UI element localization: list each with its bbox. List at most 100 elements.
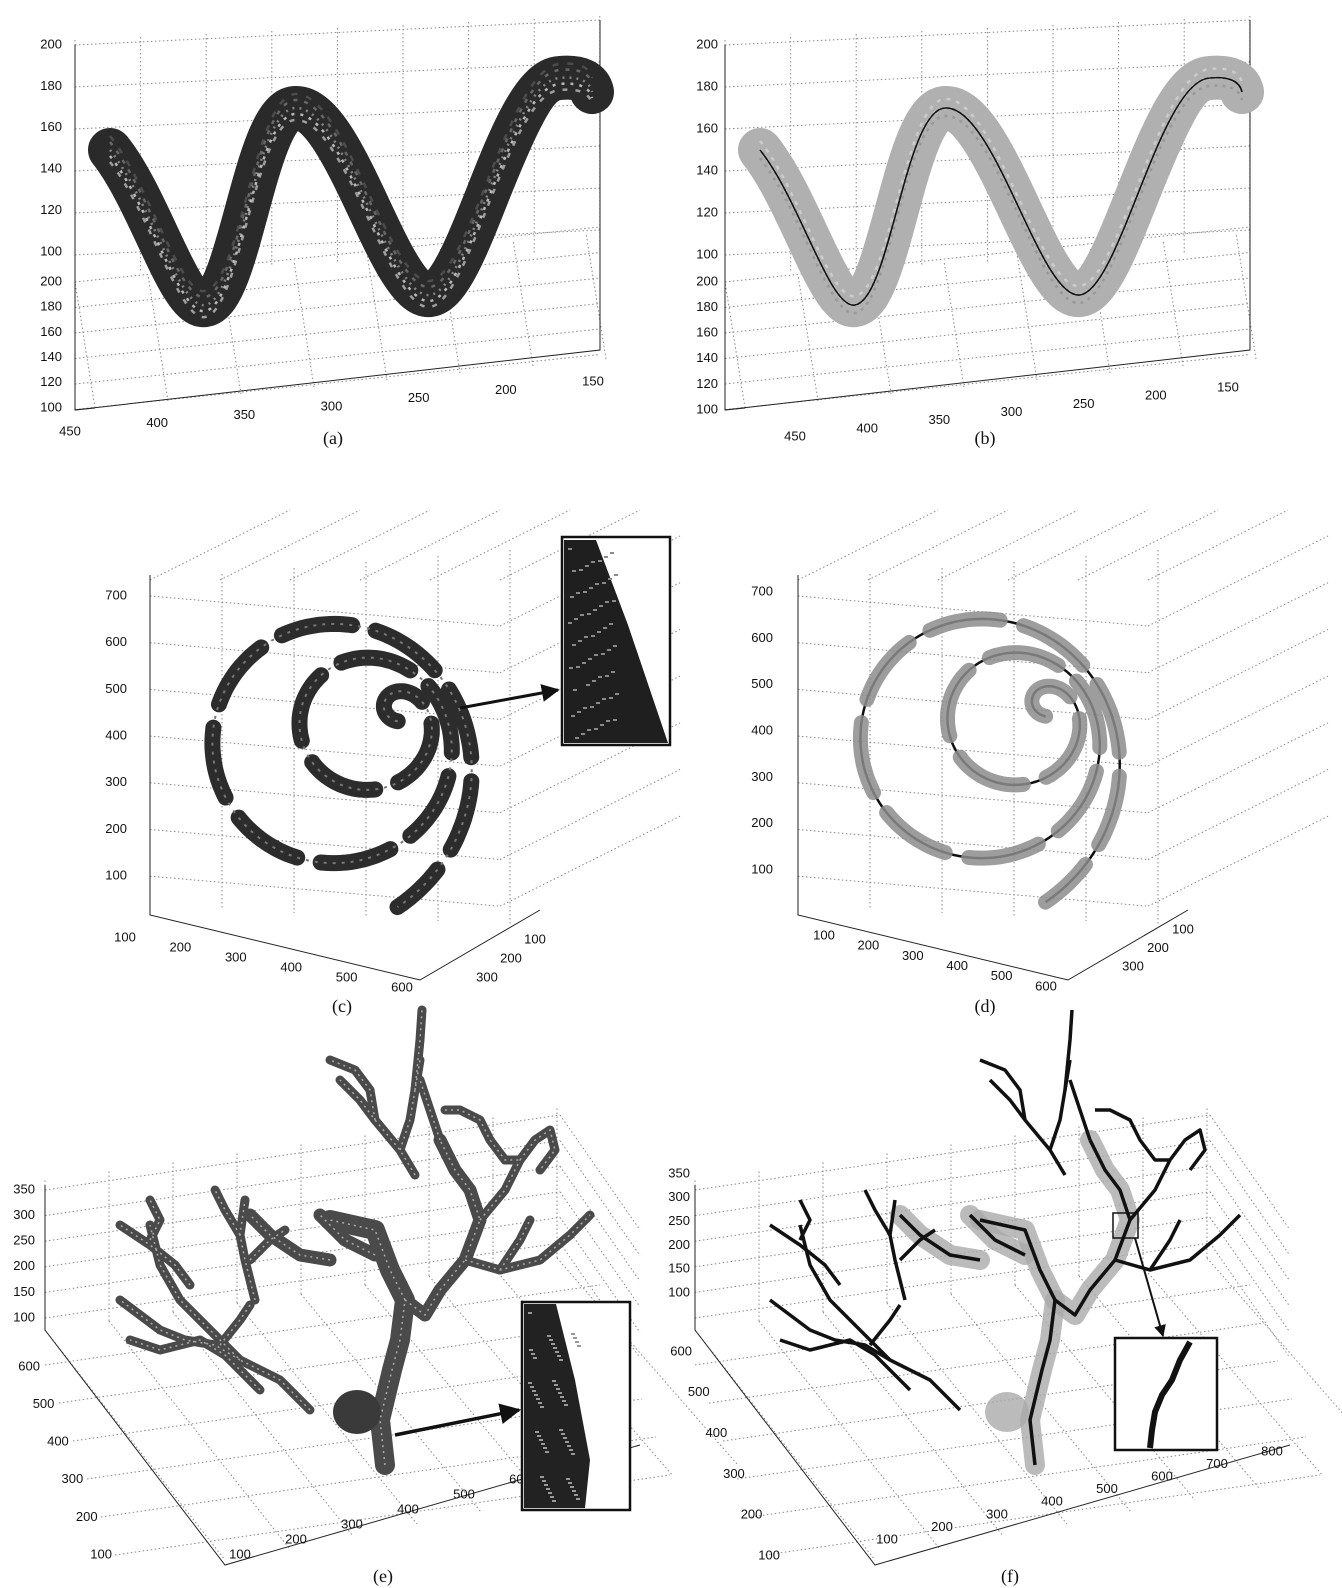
tick-label: 140 bbox=[40, 161, 62, 176]
inset-speck bbox=[571, 1333, 575, 1335]
tick-label: 200 bbox=[741, 1507, 763, 1522]
grid-line bbox=[1148, 583, 1328, 673]
inset-speck bbox=[602, 698, 606, 700]
centerline bbox=[1170, 1130, 1205, 1170]
grid-line bbox=[1148, 723, 1328, 813]
grid-line bbox=[759, 1321, 939, 1548]
grid-line bbox=[560, 1166, 640, 1281]
tick-label: 180 bbox=[40, 299, 62, 314]
inset-speck bbox=[569, 667, 573, 669]
inset-speck bbox=[543, 1447, 547, 1449]
figure: 2001801601401201002001801601401201004504… bbox=[0, 0, 1342, 1588]
inset-speck bbox=[574, 618, 578, 620]
grid-line bbox=[75, 282, 95, 408]
grid-line bbox=[1148, 536, 1328, 626]
inset-speck bbox=[575, 737, 579, 739]
inset-speck bbox=[571, 715, 575, 717]
inset-speck bbox=[612, 600, 616, 602]
tick-label: 300 bbox=[986, 1506, 1008, 1521]
grid-line bbox=[150, 876, 500, 906]
centerline bbox=[770, 1300, 890, 1360]
inset-speck bbox=[530, 1386, 534, 1388]
inset-speck bbox=[603, 627, 607, 629]
grid-line bbox=[938, 510, 1078, 580]
tick-label: 300 bbox=[341, 1516, 363, 1531]
inset-speck bbox=[615, 693, 619, 695]
grid-line bbox=[1163, 240, 1183, 366]
grid-line bbox=[725, 282, 745, 408]
tick-label: 400 bbox=[146, 415, 168, 430]
tick-label: 400 bbox=[751, 722, 773, 737]
inset-speck bbox=[534, 1394, 538, 1396]
tick-label: 300 bbox=[723, 1466, 745, 1481]
inset-speck bbox=[570, 596, 574, 598]
tick-label: 300 bbox=[902, 948, 924, 963]
tick-label: 100 bbox=[105, 867, 127, 882]
tick-label: 300 bbox=[61, 1471, 83, 1486]
grid-line bbox=[513, 240, 533, 366]
inset-speck bbox=[589, 587, 593, 589]
inset-speck bbox=[598, 676, 602, 678]
tick-label: 600 bbox=[670, 1343, 692, 1358]
inset-speck bbox=[611, 671, 615, 673]
inset-speck bbox=[609, 623, 613, 625]
inset-speck bbox=[559, 1359, 563, 1361]
inset-speck bbox=[609, 697, 613, 699]
inset-speck bbox=[540, 1476, 544, 1478]
tick-label: 140 bbox=[40, 349, 62, 364]
tick-label: 200 bbox=[500, 950, 522, 965]
tick-label: 700 bbox=[751, 583, 773, 598]
inset-speck bbox=[542, 1480, 546, 1482]
tick-label: 400 bbox=[397, 1501, 419, 1516]
inset-speck bbox=[573, 689, 577, 691]
panel-caption: (f) bbox=[1001, 1566, 1019, 1587]
inset-speck bbox=[595, 583, 599, 585]
inset-speck bbox=[579, 569, 583, 571]
grid-line bbox=[75, 278, 600, 333]
tick-label: 100 bbox=[696, 401, 718, 416]
tick-label: 160 bbox=[40, 119, 62, 134]
tick-label: 100 bbox=[40, 399, 62, 414]
grid-line bbox=[1148, 816, 1328, 906]
tube bbox=[860, 619, 1119, 902]
grid-line bbox=[1148, 629, 1328, 719]
centerline bbox=[990, 1080, 1065, 1175]
vessel-blob bbox=[333, 1390, 381, 1434]
inset-speck bbox=[562, 1400, 566, 1402]
tick-label: 120 bbox=[40, 374, 62, 389]
inset-speck bbox=[568, 622, 572, 624]
tick-label: 500 bbox=[453, 1486, 475, 1501]
grid-line bbox=[294, 261, 314, 387]
inset-speck bbox=[591, 561, 595, 563]
tick-label: 160 bbox=[696, 325, 718, 340]
inset-speck bbox=[553, 1347, 557, 1349]
inset-speck bbox=[538, 1402, 542, 1404]
grid-line bbox=[1148, 510, 1288, 580]
grid-line bbox=[1210, 1115, 1290, 1230]
inset-speck bbox=[552, 1380, 556, 1382]
tick-label: 600 bbox=[751, 630, 773, 645]
axis-line bbox=[75, 408, 95, 410]
grid-line bbox=[725, 304, 1250, 359]
inset-speck bbox=[578, 640, 582, 642]
inset-speck bbox=[580, 614, 584, 616]
tick-label: 100 bbox=[813, 927, 835, 942]
grid-line bbox=[500, 816, 680, 906]
tick-label: 200 bbox=[13, 1258, 35, 1273]
inset-speck bbox=[546, 1488, 550, 1490]
grid-line bbox=[500, 770, 680, 860]
inset-speck bbox=[533, 1357, 537, 1359]
inset-speck bbox=[570, 1486, 574, 1488]
inset-speck bbox=[554, 1384, 558, 1386]
tick-label: 350 bbox=[928, 412, 950, 427]
tick-label: 450 bbox=[784, 428, 806, 443]
inset-speck bbox=[577, 1345, 581, 1347]
tick-label: 120 bbox=[40, 202, 62, 217]
centerline bbox=[1070, 1080, 1090, 1140]
tick-label: 200 bbox=[76, 1509, 98, 1524]
tick-label: 200 bbox=[495, 382, 517, 397]
vessel bbox=[405, 1140, 480, 1315]
tick-label: 600 bbox=[1035, 978, 1057, 993]
tick-label: 400 bbox=[105, 727, 127, 742]
inset-speck bbox=[541, 1443, 545, 1445]
